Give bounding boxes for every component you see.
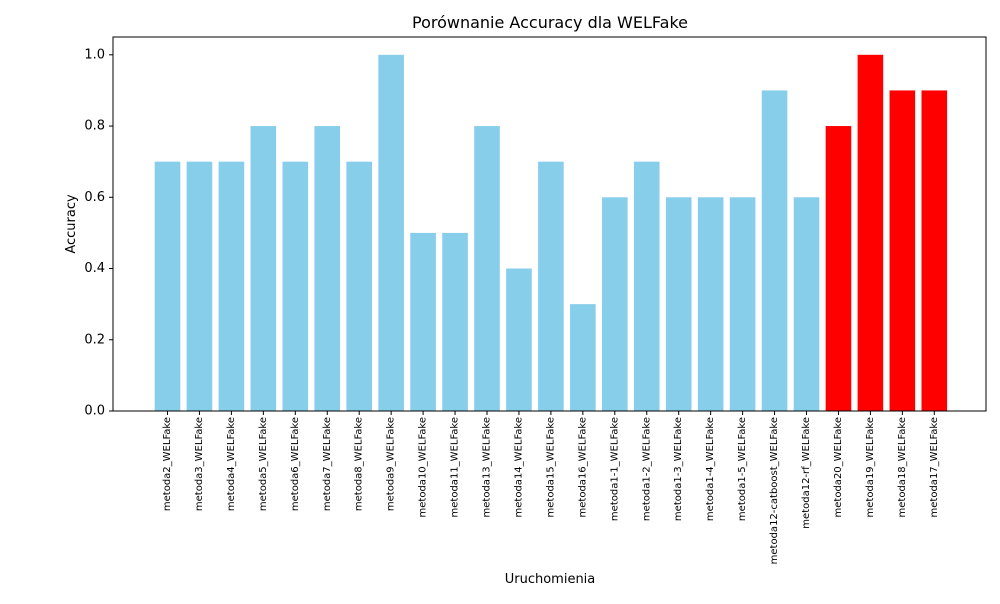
y-tick-label: 0.4 <box>84 261 105 276</box>
x-tick-label: metoda16_WELFake <box>577 417 588 517</box>
x-tick-label: metoda1-1_WELFake <box>609 417 620 521</box>
x-tick-label: metoda12-catboost_WELFake <box>769 417 780 564</box>
x-tick-label: metoda15_WELFake <box>545 417 556 517</box>
x-tick-label: metoda11_WELFake <box>450 417 461 517</box>
y-axis-label: Accuracy <box>64 194 79 254</box>
x-tick-label: metoda17_WELFake <box>929 417 940 517</box>
bar-metoda9_WELFake <box>378 54 404 412</box>
y-tick-label: 1.0 <box>84 47 105 62</box>
x-tick-label: metoda8_WELFake <box>354 417 365 511</box>
bar-metoda13_WELFake <box>474 126 500 412</box>
bar-metoda6_WELFake <box>282 161 309 411</box>
bar-metoda11_WELFake <box>442 232 468 411</box>
bar-metoda18_WELFake <box>889 90 916 412</box>
bar-metoda20_WELFake <box>825 126 852 412</box>
x-tick-label: metoda1-3_WELFake <box>673 417 684 521</box>
y-tick-label: 0.0 <box>84 404 105 419</box>
x-tick-label: metoda13_WELFake <box>482 417 493 517</box>
y-tick-label: 0.8 <box>84 119 105 134</box>
x-tick-label: metoda18_WELFake <box>897 417 908 517</box>
bar-metoda1-2_WELFake <box>633 161 660 411</box>
x-tick-label: metoda1-4_WELFake <box>705 417 716 521</box>
x-tick-label: metoda5_WELFake <box>258 417 269 511</box>
bar-metoda12-rf_WELFake <box>793 197 820 411</box>
bar-metoda4_WELFake <box>218 161 245 411</box>
x-tick-label: metoda9_WELFake <box>386 417 397 511</box>
bar-metoda17_WELFake <box>921 90 948 412</box>
bar-metoda8_WELFake <box>346 161 372 411</box>
x-tick-label: metoda7_WELFake <box>322 417 333 511</box>
bar-metoda12-catboost_WELFake <box>761 90 788 412</box>
bar-metoda10_WELFake <box>410 232 436 411</box>
x-tick-label: metoda6_WELFake <box>290 417 301 511</box>
x-tick-label: metoda2_WELFake <box>162 417 173 511</box>
bar-metoda1-3_WELFake <box>665 197 692 411</box>
x-tick-label: metoda1-2_WELFake <box>641 417 652 521</box>
x-axis-label: Uruchomienia <box>505 572 596 587</box>
plot-frame <box>112 36 987 412</box>
chart-title: Porównanie Accuracy dla WELFake <box>412 13 688 32</box>
x-tick-label: metoda3_WELFake <box>194 417 205 511</box>
x-tick-label: metoda1-5_WELFake <box>737 417 748 521</box>
bar-metoda1-5_WELFake <box>729 197 756 411</box>
bar-metoda15_WELFake <box>538 161 564 411</box>
bar-metoda1-4_WELFake <box>697 197 724 411</box>
y-tick-label: 0.6 <box>84 190 105 205</box>
x-axis-ticks: metoda2_WELFake metoda3_WELFake metoda4_WE… <box>162 411 940 564</box>
bars-group <box>154 54 948 412</box>
x-tick-label: metoda12-rf_WELFake <box>801 417 812 529</box>
bar-metoda5_WELFake <box>250 126 277 412</box>
x-tick-label: metoda19_WELFake <box>865 417 876 517</box>
y-axis-ticks: 0.0 0.2 0.4 0.6 0.8 1.0 <box>84 47 113 419</box>
x-tick-label: metoda14_WELFake <box>513 417 524 517</box>
y-tick-label: 0.2 <box>84 332 105 347</box>
x-tick-label: metoda20_WELFake <box>833 417 844 517</box>
bar-metoda16_WELFake <box>570 304 596 411</box>
x-tick-label: metoda4_WELFake <box>226 417 237 511</box>
bar-metoda14_WELFake <box>506 268 532 411</box>
bar-metoda3_WELFake <box>186 161 213 411</box>
bar-metoda19_WELFake <box>857 54 884 412</box>
x-tick-label: metoda10_WELFake <box>418 417 429 517</box>
bar-metoda1-1_WELFake <box>602 197 628 411</box>
bar-metoda7_WELFake <box>314 126 341 412</box>
bar-metoda2_WELFake <box>154 161 181 411</box>
